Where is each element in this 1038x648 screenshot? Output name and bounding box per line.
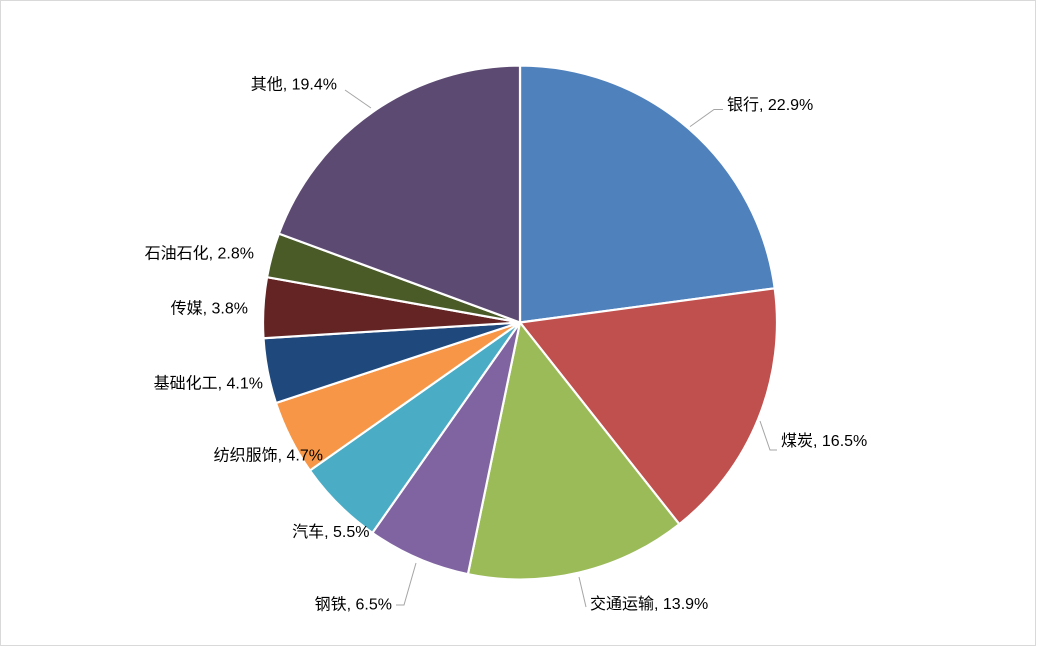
svg-text:纺织服饰, 4.7%: 纺织服饰, 4.7% [214,447,323,465]
svg-text:其他, 19.4%: 其他, 19.4% [251,75,337,93]
svg-text:钢铁, 6.5%: 钢铁, 6.5% [315,596,392,614]
svg-text:汽车, 5.5%: 汽车, 5.5% [292,523,369,541]
svg-text:煤炭, 16.5%: 煤炭, 16.5% [781,432,867,450]
svg-text:银行, 22.9%: 银行, 22.9% [727,96,813,114]
svg-text:石油石化, 2.8%: 石油石化, 2.8% [145,245,254,263]
svg-text:交通运输, 13.9%: 交通运输, 13.9% [590,595,708,613]
svg-text:传媒, 3.8%: 传媒, 3.8% [171,299,248,317]
svg-text:基础化工, 4.1%: 基础化工, 4.1% [154,374,263,392]
